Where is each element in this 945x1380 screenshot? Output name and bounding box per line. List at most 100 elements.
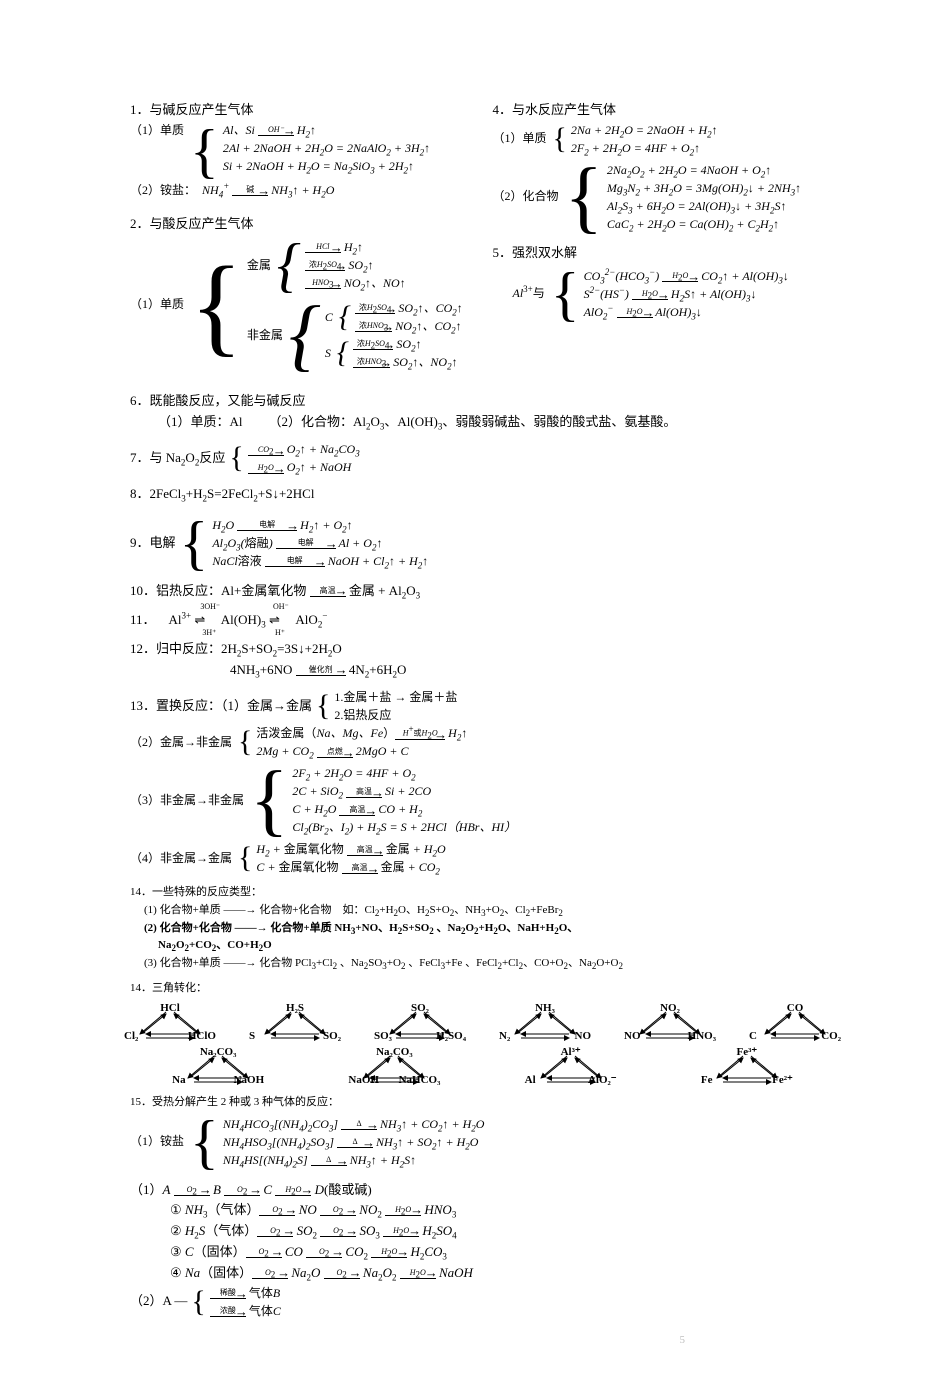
s2-metal-label: 金属 — [247, 256, 273, 274]
tri-top: Al³⁺ — [561, 1044, 581, 1062]
s2-nonmetal-groups: C { 浓H2SO4 SO2↑、CO2↑ 浓HNO3 NO2↑、CO2↑ S — [325, 299, 463, 371]
section-15: 15．受热分解产生 2 种或 3 种气体的反应： （1）铵盐 { NH4HCO3… — [130, 1094, 835, 1172]
triangle-diagram: H₂S S SO₂ — [255, 1004, 335, 1042]
tri-bl: Al — [525, 1072, 536, 1090]
triangle-diagram: Al³⁺ Al AlO₂⁻ — [531, 1048, 611, 1086]
s13-header: 13．置换反应：（1）金属→金属 — [130, 696, 312, 717]
s13-sub3-label: （3）非金属→非金属 — [130, 791, 246, 810]
s9-lines: H2O 电解 H2↑ + O2↑ Al2O3(熔融) 电解 Al + O2↑ N… — [212, 516, 428, 570]
brace-icon: { — [190, 1112, 219, 1172]
s1-sub1-lines: Al、Si OH⁻ H2↑ 2Al + 2NaOH + 2H2O = 2NaAl… — [223, 121, 430, 175]
section-12: 12．归中反应：2H2S+SO2=3S↓+2H2O 4NH3+6NO 催化剂 4… — [130, 639, 835, 681]
triangle-diagram: NH₃ N₂ NO — [505, 1004, 585, 1042]
s7-header: 7．与 Na2O2反应 — [130, 448, 225, 469]
brace-icon: { — [277, 235, 301, 295]
section-4: 4．与水反应产生气体 （1）单质 { 2Na + 2H2O = 2NaOH + … — [493, 100, 836, 237]
tri-top: CO — [787, 1000, 804, 1018]
tri-bl: Na — [172, 1072, 185, 1090]
s9-header: 9．电解 — [130, 533, 176, 554]
s6-line1: （1）单质：Al （2）化合物：Al2O3、Al(OH)3、弱酸弱碱盐、弱酸的酸… — [158, 412, 835, 433]
brace-icon: { — [289, 295, 321, 375]
brace-icon: { — [191, 1284, 205, 1320]
triangle-diagram: NO₂ NO HNO₃ — [630, 1004, 710, 1042]
s2-metal-lines: HCl H2↑ 浓H2SO4 SO2↑ HNO3 NO2↑、NO↑ — [305, 238, 406, 292]
s1-sub2-label: （2）铵盐： — [130, 181, 198, 200]
s13-sub2-label: （2）金属→非金属 — [130, 733, 234, 752]
page-number: 5 — [680, 1332, 686, 1350]
document-page: 1．与碱反应产生气体 （1）单质 { Al、Si OH⁻ H2↑ 2Al + 2… — [0, 0, 945, 1380]
brace-icon: { — [339, 299, 351, 335]
s15-label: （1）铵盐 — [130, 1132, 186, 1151]
triangle-diagram: HCl Cl₂ HClO — [130, 1004, 210, 1042]
s6-header: 6．既能酸反应，又能与碱反应 — [130, 391, 835, 412]
section-14b: 14．三角转化： HCl Cl₂ HClO H₂S S SO₂ SO₂ SO₃ … — [130, 980, 835, 1086]
brace-icon: { — [229, 440, 243, 476]
chain-header: （1）A O2 B O2 C H2O D(酸或碱) — [130, 1180, 835, 1201]
section-9: 9．电解 { H2O 电解 H2↑ + O2↑ Al2O3(熔融) 电解 Al … — [130, 513, 835, 573]
tri-br: AlO₂⁻ — [588, 1072, 617, 1090]
brace-icon: { — [250, 760, 288, 840]
s5-lines: CO32−(HCO3−) H2O CO2↑ + Al(OH)3↓ S2−(HS−… — [584, 267, 789, 321]
tri-br: NaHCO₃ — [399, 1072, 441, 1090]
triangle-row-2: Na₂CO₃ Na NaOH Na₂CO₃ NaOH NaHCO₃ Al³⁺ A… — [130, 1048, 835, 1086]
section-7: 7．与 Na2O2反应 { CO2 O2↑ + Na2CO3 H2O O2↑ +… — [130, 440, 835, 476]
chain-section: （1）A O2 B O2 C H2O D(酸或碱) ① NH3（气体）O2 NO… — [130, 1180, 835, 1320]
brace-icon: { — [553, 121, 567, 157]
tri-bl: NO — [624, 1028, 641, 1046]
brace-icon: { — [238, 724, 252, 760]
s4-sub1-label: （1）单质 — [493, 129, 549, 148]
tri-top: SO₂ — [411, 1000, 429, 1018]
tri-top: Na₂CO₃ — [200, 1044, 237, 1062]
s1-sub2-line: NH4+ 碱 NH3↑ + H2O — [202, 181, 334, 199]
s2-header: 2．与酸反应产生气体 — [130, 216, 254, 231]
chain-lines: ① NH3（气体）O2 NO O2 NO2 H2O HNO3 ② H2S（气体）… — [170, 1200, 835, 1283]
brace-icon: { — [190, 235, 243, 375]
s2-groups: 金属 { HCl H2↑ 浓H2SO4 SO2↑ HNO3 NO2↑、NO↑ 非… — [247, 235, 463, 375]
s12-header: 12．归中反应： — [130, 641, 221, 656]
tri-top: H₂S — [286, 1000, 304, 1018]
triangle-diagram: CO C CO₂ — [755, 1004, 835, 1042]
triangle-diagram: SO₂ SO₃ H₂SO₄ — [380, 1004, 460, 1042]
triangle-row-1: HCl Cl₂ HClO H₂S S SO₂ SO₂ SO₃ H₂SO₄ NH₃… — [130, 1004, 835, 1042]
s13-sub4-label: （4）非金属→金属 — [130, 849, 234, 868]
s5-header: 5．强烈双水解 — [493, 245, 578, 260]
section-2: 2．与酸反应产生气体 （1）单质 { 金属 { HCl H2↑ 浓H2SO4 S… — [130, 214, 473, 375]
s2-nonmetal-label: 非金属 — [247, 326, 285, 344]
s2-sub1-label: （1）单质 — [130, 295, 186, 314]
tri-bl: S — [249, 1028, 255, 1046]
tri-br: SO₂ — [323, 1028, 341, 1046]
triangle-diagram: Na₂CO₃ NaOH NaHCO₃ — [354, 1048, 434, 1086]
chain2-label: （2）A — — [130, 1291, 187, 1312]
brace-icon: { — [316, 688, 330, 724]
s5-label: 与 — [533, 286, 545, 300]
s15-header: 15．受热分解产生 2 种或 3 种气体的反应： — [130, 1094, 835, 1112]
tri-br: NaOH — [234, 1072, 265, 1090]
tri-top: Na₂CO₃ — [376, 1044, 413, 1062]
s4-sub2-lines: 2Na2O2 + 2H2O = 4NaOH + O2↑ Mg3N2 + 3H2O… — [607, 161, 801, 233]
section-1: 1．与碱反应产生气体 （1）单质 { Al、Si OH⁻ H2↑ 2Al + 2… — [130, 100, 473, 200]
section-11: 11． Al3+ 3OH⁻⇌3H⁺ Al(OH)3 OH⁻⇌H⁺ AlO2− — [130, 610, 835, 631]
tri-top: NO₂ — [660, 1000, 680, 1018]
brace-icon: { — [337, 335, 349, 371]
s4-header: 4．与水反应产生气体 — [493, 102, 617, 117]
tri-br: HNO₃ — [688, 1028, 716, 1046]
section-6: 6．既能酸反应，又能与碱反应 （1）单质：Al （2）化合物：Al2O3、Al(… — [130, 391, 835, 433]
section-8: 8．2FeCl3+H2S=2FeCl2+S↓+2HCl — [130, 484, 835, 505]
tri-br: H₂SO₄ — [436, 1028, 466, 1046]
tri-bl: Fe — [701, 1072, 713, 1090]
right-column: 4．与水反应产生气体 （1）单质 { 2Na + 2H2O = 2NaOH + … — [493, 100, 836, 381]
s4-sub1-lines: 2Na + 2H2O = 2NaOH + H2↑ 2F2 + 2H2O = 4H… — [571, 121, 718, 157]
tri-bl: NaOH — [348, 1072, 379, 1090]
triangle-diagram: Na₂CO₃ Na NaOH — [178, 1048, 258, 1086]
section-5: 5．强烈双水解 Al3+与 { CO32−(HCO3−) H2O CO2↑ + … — [493, 243, 836, 324]
top-columns: 1．与碱反应产生气体 （1）单质 { Al、Si OH⁻ H2↑ 2Al + 2… — [130, 100, 835, 381]
tri-br: Fe²⁺ — [772, 1072, 793, 1090]
tri-br: CO₂ — [821, 1028, 841, 1046]
brace-icon: { — [190, 121, 219, 181]
tri-top: NH₃ — [535, 1000, 555, 1018]
s7-lines: CO2 O2↑ + Na2CO3 H2O O2↑ + NaOH — [248, 440, 360, 476]
triangle-diagram: Fe³⁺ Fe Fe²⁺ — [707, 1048, 787, 1086]
s14a-header: 14．一些特殊的反应类型： — [130, 884, 835, 902]
section-13: 13．置换反应：（1）金属→金属 { 1.金属＋盐 → 金属＋盐 2.铝热反应 … — [130, 688, 835, 876]
s1-header: 1．与碱反应产生气体 — [130, 102, 254, 117]
